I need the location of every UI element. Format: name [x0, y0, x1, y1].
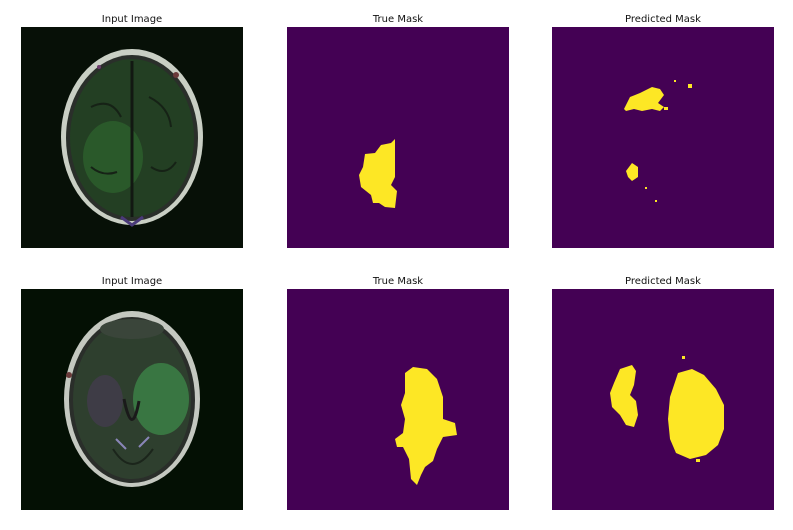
true-mask-image [287, 27, 509, 248]
panel-true-mask-1: True Mask [287, 13, 509, 248]
panel-title: True Mask [372, 14, 424, 25]
true-mask-image [287, 289, 509, 510]
panel-true-mask-2: True Mask [287, 275, 509, 510]
panel-input-image-1: Input Image [21, 13, 243, 248]
predicted-mask-image [552, 27, 774, 248]
panel-predicted-mask-1: Predicted Mask [552, 13, 774, 248]
panel-title: Predicted Mask [625, 14, 701, 25]
mri-brain-image [21, 27, 243, 248]
panel-input-image-2: Input Image [21, 275, 243, 510]
panel-title: Input Image [101, 276, 163, 287]
panel-predicted-mask-2: Predicted Mask [552, 275, 774, 510]
panel-title: Predicted Mask [625, 276, 701, 287]
mri-brain-image [21, 289, 243, 510]
panel-title: Input Image [101, 14, 163, 25]
panel-title: True Mask [372, 276, 424, 287]
predicted-mask-image [552, 289, 774, 510]
